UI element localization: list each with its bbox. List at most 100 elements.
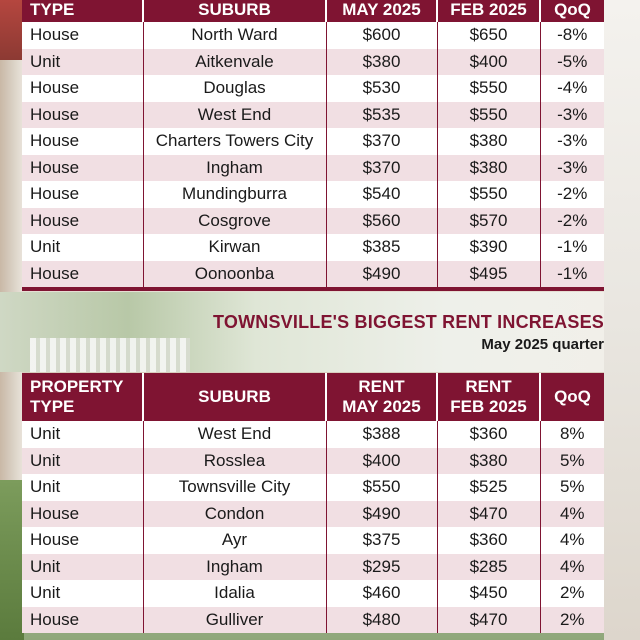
cell-rent-may: $490 [326,500,438,527]
table-row: House Charters Towers City $370 $380 -3% [22,128,604,155]
cell-type: House [22,128,144,155]
cell-rent-may: $530 [326,75,438,102]
table-row: Unit Kirwan $385 $390 -1% [22,234,604,261]
cell-type: Unit [22,48,144,75]
cell-suburb: Ayr [143,527,327,554]
cell-qoq: -1% [540,234,604,261]
header-rent-may: RENT MAY 2025 [326,373,438,421]
cell-suburb: North Ward [143,22,327,49]
cell-type: House [22,101,144,128]
cell-type: Unit [22,447,144,474]
header-type: TYPE [22,0,144,22]
table-row: House West End $535 $550 -3% [22,101,604,128]
cell-rent-feb: $550 [437,101,541,128]
table-row: House Ingham $370 $380 -3% [22,154,604,181]
header-rent-feb: RENT FEB 2025 [437,373,541,421]
cell-type: House [22,527,144,554]
cell-rent-feb: $495 [437,260,541,289]
cell-rent-feb: $380 [437,447,541,474]
table-row: Unit Idalia $460 $450 2% [22,580,604,607]
cell-rent-feb: $380 [437,128,541,155]
cell-suburb: Gulliver [143,606,327,633]
cell-suburb: Ingham [143,154,327,181]
header-qoq: QoQ [540,0,604,22]
cell-qoq: 8% [540,421,604,448]
cell-suburb: Douglas [143,75,327,102]
table-row: Unit Townsville City $550 $525 5% [22,474,604,501]
background-roof [0,0,24,60]
cell-rent-may: $535 [326,101,438,128]
header-rent-feb: FEB 2025 [437,0,541,22]
cell-qoq: -3% [540,128,604,155]
table-row: House Condon $490 $470 4% [22,500,604,527]
cell-rent-may: $295 [326,553,438,580]
table-row: Unit West End $388 $360 8% [22,421,604,448]
table-header-row: TYPE SUBURB MAY 2025 FEB 2025 QoQ [22,0,604,22]
cell-type: Unit [22,553,144,580]
cell-rent-may: $385 [326,234,438,261]
cell-type: House [22,22,144,49]
cell-rent-feb: $360 [437,421,541,448]
cell-suburb: West End [143,101,327,128]
cell-rent-may: $540 [326,181,438,208]
cell-qoq: 4% [540,500,604,527]
cell-rent-may: $600 [326,22,438,49]
background-fence [30,338,190,372]
cell-rent-may: $370 [326,154,438,181]
cell-rent-feb: $400 [437,48,541,75]
background-bush [0,480,24,640]
table-row: House North Ward $600 $650 -8% [22,22,604,49]
cell-type: House [22,606,144,633]
header-qoq: QoQ [540,373,604,421]
cell-rent-may: $380 [326,48,438,75]
cell-qoq: -3% [540,154,604,181]
cell-qoq: 2% [540,580,604,607]
cell-suburb: Mundingburra [143,181,327,208]
cell-qoq: 4% [540,553,604,580]
cell-suburb: Ingham [143,553,327,580]
cell-type: House [22,500,144,527]
cell-qoq: -8% [540,22,604,49]
table-row: House Ayr $375 $360 4% [22,527,604,554]
cell-rent-feb: $570 [437,207,541,234]
cell-type: House [22,154,144,181]
table-row: Unit Ingham $295 $285 4% [22,553,604,580]
cell-qoq: 2% [540,606,604,633]
cell-type: Unit [22,474,144,501]
section-title: TOWNSVILLE'S BIGGEST RENT INCREASES [213,312,604,332]
cell-suburb: Cosgrove [143,207,327,234]
table-row: Unit Rosslea $400 $380 5% [22,447,604,474]
cell-rent-feb: $550 [437,181,541,208]
cell-rent-feb: $360 [437,527,541,554]
table-header-row: PROPERTY TYPE SUBURB RENT MAY 2025 RENT … [22,373,604,421]
cell-rent-feb: $650 [437,22,541,49]
cell-suburb: Aitkenvale [143,48,327,75]
header-property-type: PROPERTY TYPE [22,373,144,421]
cell-qoq: 5% [540,474,604,501]
cell-rent-may: $560 [326,207,438,234]
cell-type: Unit [22,580,144,607]
cell-qoq: -3% [540,101,604,128]
cell-rent-may: $388 [326,421,438,448]
cell-type: Unit [22,234,144,261]
table-row: Unit Aitkenvale $380 $400 -5% [22,48,604,75]
cell-rent-may: $550 [326,474,438,501]
cell-suburb: Condon [143,500,327,527]
cell-rent-feb: $390 [437,234,541,261]
cell-rent-may: $490 [326,260,438,289]
cell-suburb: Oonoonba [143,260,327,289]
cell-rent-feb: $470 [437,500,541,527]
section-subtitle: May 2025 quarter [481,336,604,353]
cell-type: House [22,207,144,234]
header-suburb: SUBURB [143,0,327,22]
cell-rent-may: $370 [326,128,438,155]
cell-rent-may: $480 [326,606,438,633]
cell-suburb: Idalia [143,580,327,607]
cell-qoq: 5% [540,447,604,474]
cell-suburb: Townsville City [143,474,327,501]
cell-suburb: Rosslea [143,447,327,474]
table-row: House Mundingburra $540 $550 -2% [22,181,604,208]
cell-rent-feb: $550 [437,75,541,102]
cell-type: House [22,181,144,208]
cell-suburb: Charters Towers City [143,128,327,155]
